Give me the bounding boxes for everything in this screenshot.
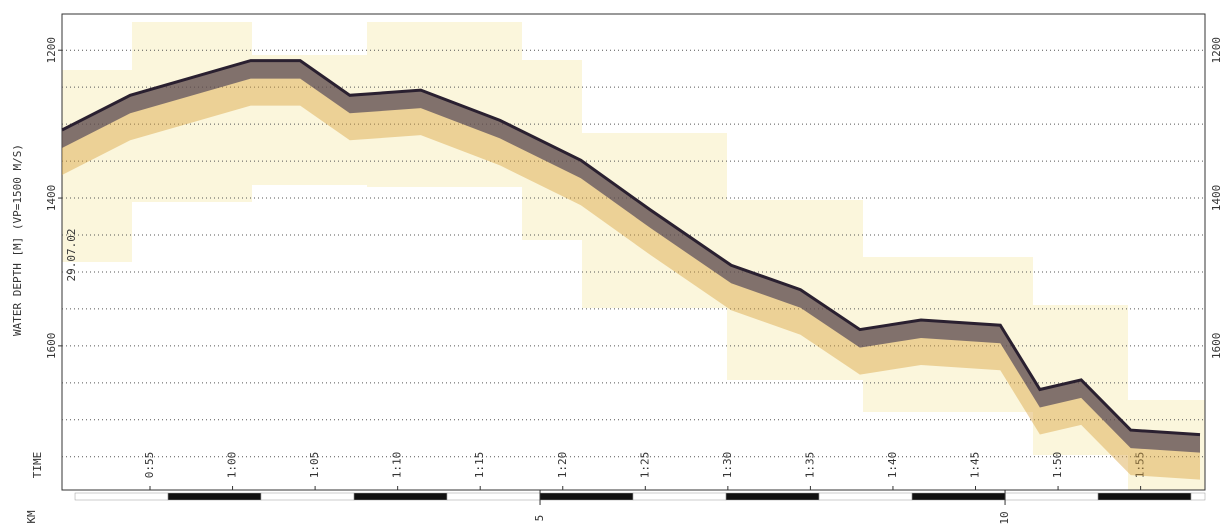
x-tick-label: 1:05	[308, 452, 321, 479]
km-segment	[911, 492, 1006, 501]
x-tick-label: 1:40	[886, 452, 899, 479]
km-segment	[260, 492, 355, 501]
km-segment	[725, 492, 820, 501]
km-segment	[818, 492, 913, 501]
x-tick-label: 1:25	[638, 452, 651, 479]
y-tick-label: 1400	[45, 185, 58, 212]
km-segment	[353, 492, 448, 501]
y-axis-label: WATER DEPTH [M] (VP=1500 M/S)	[11, 144, 24, 336]
km-tick-label: 5	[533, 515, 546, 522]
x-tick-label: 1:45	[969, 452, 982, 479]
x-tick-label: 1:55	[1134, 452, 1147, 479]
x-tick-label: 1:20	[556, 452, 569, 479]
x-axis-label: TIME	[31, 452, 44, 479]
y-tick-label-right: 1200	[1210, 37, 1223, 64]
y-tick-label-right: 1400	[1210, 185, 1223, 212]
km-segment	[167, 492, 262, 501]
sediment-band	[62, 60, 1200, 480]
x-tick-label: 1:35	[803, 452, 816, 479]
km-tick-label: 10	[998, 511, 1011, 524]
x-tick-label: 1:50	[1051, 452, 1064, 479]
km-segment	[1004, 492, 1099, 501]
sediment-core	[62, 60, 1200, 453]
x-tick-label: 0:55	[143, 452, 156, 479]
seafloor-line	[61, 59, 1201, 437]
km-segment	[632, 492, 727, 501]
plot-frame	[61, 13, 1206, 491]
km-label: KM	[25, 510, 38, 524]
km-segment	[1097, 492, 1192, 501]
km-segment	[74, 492, 169, 501]
date-label: 29.07.02	[65, 229, 78, 282]
y-tick-label: 1600	[45, 333, 58, 360]
y-tick-label-right: 1600	[1210, 333, 1223, 360]
x-tick-label: 1:00	[226, 452, 239, 479]
x-tick-label: 1:30	[721, 452, 734, 479]
x-tick-label: 1:10	[391, 452, 404, 479]
km-segment	[446, 492, 541, 501]
y-tick-label: 1200	[45, 37, 58, 64]
km-segment	[1190, 492, 1206, 501]
x-tick-label: 1:15	[473, 452, 486, 479]
km-segment	[539, 492, 634, 501]
